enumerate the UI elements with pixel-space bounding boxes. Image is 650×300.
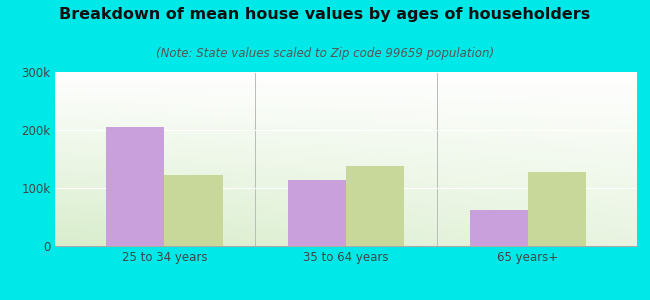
Bar (470, 210, 528, 246)
Bar (346, 166, 404, 246)
Text: Breakdown of mean house values by ages of householders: Breakdown of mean house values by ages o… (59, 8, 591, 22)
Bar (164, 175, 222, 246)
Text: (Note: State values scaled to Zip code 99659 population): (Note: State values scaled to Zip code 9… (156, 46, 494, 59)
Bar (106, 127, 164, 246)
Bar (528, 172, 586, 246)
Bar (288, 181, 346, 246)
